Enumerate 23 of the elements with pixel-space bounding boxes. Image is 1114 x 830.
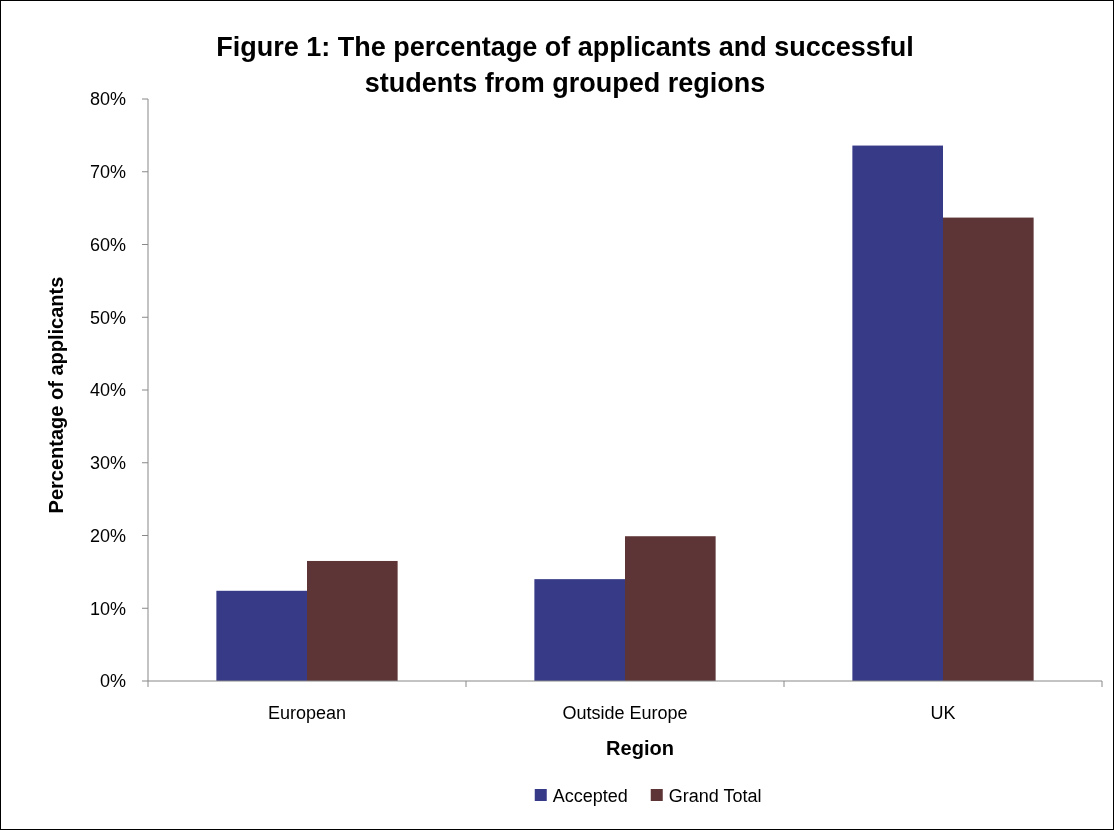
x-axis-title: Region <box>606 737 674 759</box>
legend-label: Accepted <box>552 786 628 807</box>
bar <box>625 536 716 681</box>
y-tick-label: 80% <box>89 89 126 110</box>
y-tick-label: 10% <box>89 598 126 619</box>
y-tick-label: 20% <box>89 525 126 546</box>
y-tick-label: 70% <box>89 162 126 183</box>
y-tick-label: 40% <box>89 380 126 401</box>
bar <box>216 590 307 681</box>
y-tick-label: 30% <box>89 453 126 474</box>
bar <box>852 145 943 681</box>
legend-label: Grand Total <box>668 786 762 807</box>
bar <box>534 579 625 681</box>
y-tick-label: 0% <box>99 671 126 692</box>
y-axis-title: Percentage of applicants <box>45 276 67 514</box>
chart-title: Figure 1: The percentage of applicants and successful students from grouped regions <box>216 32 914 98</box>
x-tick-label: Outside Europe <box>562 703 688 723</box>
x-tick-label: European <box>267 703 347 723</box>
y-tick-label: 60% <box>89 234 126 255</box>
y-tick-label: 50% <box>89 307 126 328</box>
bar <box>943 217 1034 681</box>
x-tick-label: UK <box>930 703 956 723</box>
bar <box>307 560 398 681</box>
